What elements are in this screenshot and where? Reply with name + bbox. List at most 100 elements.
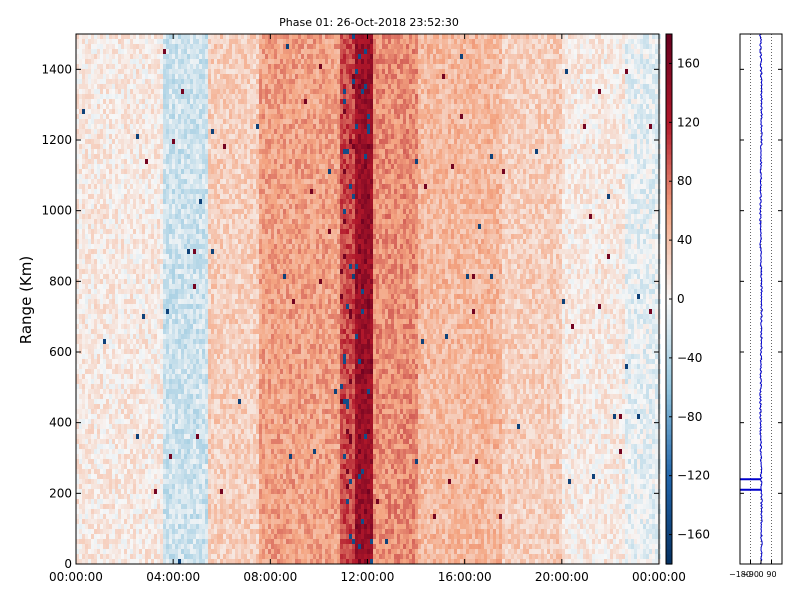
heatmap-cell [94,389,97,394]
heatmap-cell [148,229,151,234]
heatmap-cell [88,219,91,224]
heatmap-cell [154,459,157,464]
heatmap-cell [163,219,166,224]
heatmap-cell [211,294,214,299]
heatmap-cell [190,279,193,284]
heatmap-cell [130,309,133,314]
heatmap-cell [193,184,196,189]
heatmap-cell [160,334,163,339]
heatmap-cell [79,429,82,434]
heatmap-cell [106,94,109,99]
heatmap-cell [172,349,175,354]
heatmap-cell [121,379,124,384]
heatmap-cell [112,404,115,409]
heatmap-cell [187,469,190,474]
heatmap-cell [88,364,91,369]
heatmap-cell [133,209,136,214]
heatmap-cell [121,454,124,459]
heatmap-cell [142,259,145,264]
heatmap-cell [100,174,103,179]
heatmap-cell [142,294,145,299]
heatmap-cell [76,219,79,224]
heatmap-cell [100,299,103,304]
heatmap-cell [97,84,100,89]
heatmap-cell [166,334,169,339]
heatmap-cell [163,214,166,219]
heatmap-cell [109,59,112,64]
heatmap-cell [181,99,184,104]
heatmap-cell [91,79,94,84]
heatmap-cell [157,109,160,114]
heatmap-cell [169,499,172,504]
heatmap-cell [199,334,202,339]
heatmap-cell [130,184,133,189]
heatmap-cell [133,274,136,279]
heatmap-cell [208,234,211,239]
heatmap-cell [178,359,181,364]
heatmap-cell [130,294,133,299]
heatmap-cell [190,304,193,309]
heatmap-cell [169,554,172,559]
heatmap-cell [139,264,142,269]
heatmap-cell [211,454,214,459]
heatmap-cell [166,254,169,259]
heatmap-cell [163,369,166,374]
heatmap-cell [106,59,109,64]
heatmap-cell [181,109,184,114]
heatmap-cell [97,49,100,54]
heatmap-cell [127,169,130,174]
heatmap-cell [127,264,130,269]
heatmap-cell [76,344,79,349]
heatmap-cell [82,314,85,319]
heatmap-cell [121,319,124,324]
heatmap-cell [97,129,100,134]
heatmap-cell [94,339,97,344]
heatmap-cell [121,414,124,419]
heatmap-cell [124,34,127,39]
heatmap-cell [115,179,118,184]
heatmap-cell [205,44,208,49]
heatmap-cell [169,549,172,554]
heatmap-cell [157,174,160,179]
heatmap-cell [208,219,211,224]
heatmap-cell [85,349,88,354]
heatmap-cell [112,409,115,414]
heatmap-cell [109,119,112,124]
heatmap-cell [166,49,169,54]
heatmap-cell [163,479,166,484]
heatmap-cell [82,319,85,324]
heatmap-cell [91,334,94,339]
heatmap-cell [85,214,88,219]
heatmap-cell [163,129,166,134]
heatmap-cell [172,374,175,379]
heatmap-cell [112,99,115,104]
heatmap-cell [118,309,121,314]
heatmap-cell [172,409,175,414]
heatmap-cell [205,244,208,249]
heatmap-cell [91,254,94,259]
heatmap-cell [181,64,184,69]
heatmap-cell [79,284,82,289]
heatmap-cell [181,194,184,199]
heatmap-cell [76,489,79,494]
heatmap-cell [85,444,88,449]
heatmap-cell [94,179,97,184]
heatmap-cell [85,79,88,84]
heatmap-cell [154,224,157,229]
heatmap-cell [97,89,100,94]
heatmap-cell [130,554,133,559]
heatmap-cell [100,139,103,144]
heatmap-cell [145,324,148,329]
heatmap-cell [82,229,85,234]
heatmap-cell [97,144,100,149]
heatmap-cell [85,89,88,94]
heatmap-cell [214,384,217,389]
heatmap-cell [148,49,151,54]
heatmap-cell [151,129,154,134]
heatmap-cell [130,289,133,294]
heatmap-cell [79,124,82,129]
heatmap-cell [172,44,175,49]
heatmap-cell [124,514,127,519]
heatmap-cell [214,464,217,469]
heatmap-cell [85,344,88,349]
